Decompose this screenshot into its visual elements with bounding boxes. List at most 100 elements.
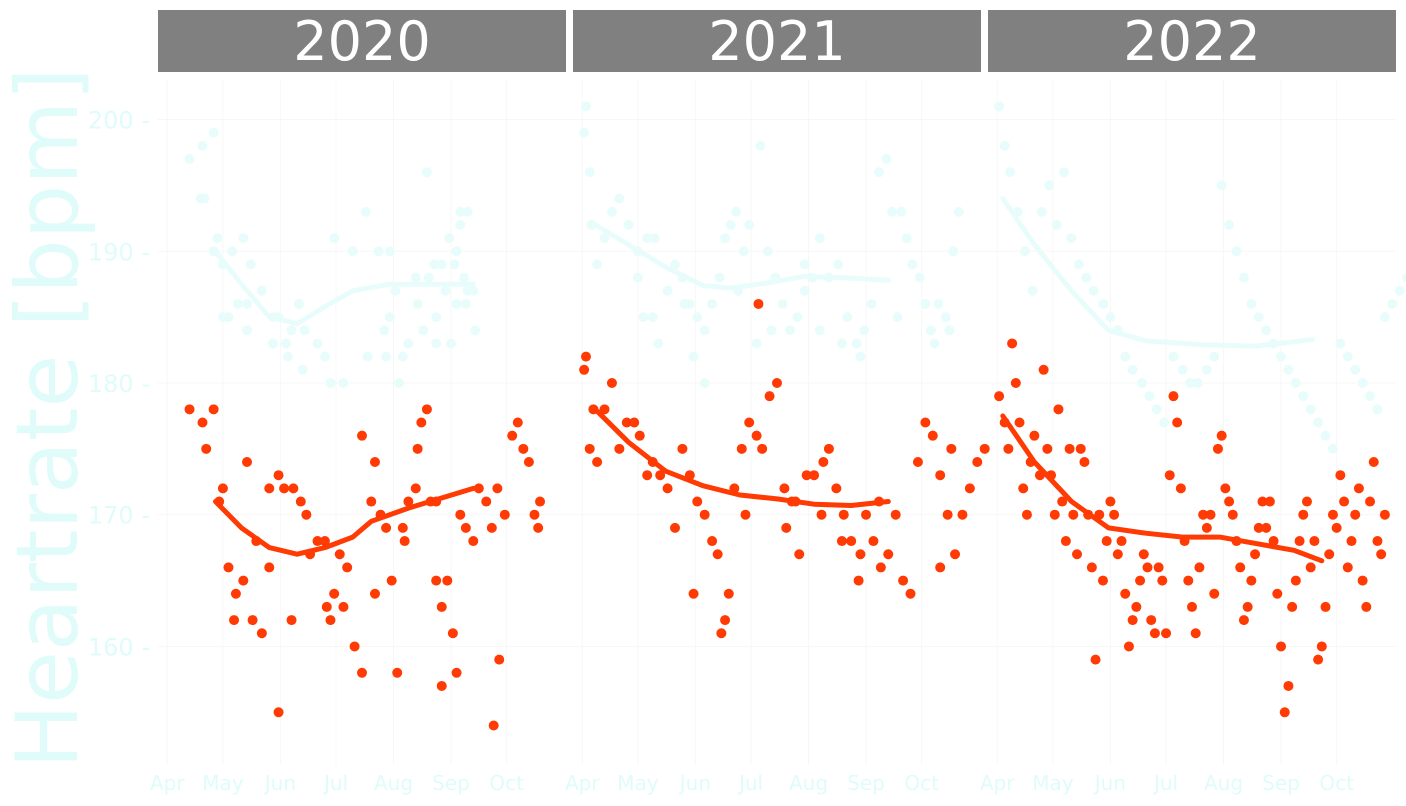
x-tick-label: Jun <box>263 771 296 795</box>
avg-point <box>592 457 603 468</box>
max-point <box>649 233 660 244</box>
avg-point <box>1075 443 1086 454</box>
avg-point <box>492 483 503 494</box>
avg-point <box>1320 601 1331 612</box>
x-tick-label: Jul <box>1152 771 1178 795</box>
avg-point <box>1010 377 1021 388</box>
facet-strip <box>988 10 1396 72</box>
max-point <box>814 233 825 244</box>
max-point <box>444 233 455 244</box>
avg-point <box>1038 364 1049 375</box>
panel-2020: 2020 Apr May Jun Jul Aug Sep Oct <box>150 10 566 795</box>
max-point <box>1192 377 1203 388</box>
x-tick-label: Aug <box>1204 771 1243 795</box>
avg-point <box>1146 615 1157 626</box>
panel-2022: 2022 Apr May Jun Jul Aug Sep Oct <box>980 10 1406 795</box>
max-point <box>238 233 249 244</box>
max-point <box>1231 246 1242 257</box>
x-tick-label: Jul <box>737 771 763 795</box>
avg-point <box>1209 588 1220 599</box>
avg-point <box>1309 536 1320 547</box>
avg-point <box>1201 522 1212 533</box>
avg-point <box>1172 417 1183 428</box>
avg-point <box>831 483 842 494</box>
max-point <box>580 101 591 112</box>
avg-point <box>286 615 297 626</box>
x-tick-label: Apr <box>150 771 185 795</box>
avg-point <box>1127 615 1138 626</box>
max-point <box>384 312 395 323</box>
max-point <box>1120 351 1131 362</box>
max-point <box>1365 391 1376 402</box>
avg-point <box>712 549 723 560</box>
avg-point <box>1294 536 1305 547</box>
avg-point <box>634 430 645 441</box>
max-point <box>744 219 755 230</box>
max-point <box>460 298 471 309</box>
avg-point <box>1205 509 1216 520</box>
avg-point <box>1261 522 1272 533</box>
avg-point <box>1353 483 1364 494</box>
avg-point <box>1157 575 1168 586</box>
x-tick-label: Jun <box>678 771 711 795</box>
max-point <box>1350 364 1361 375</box>
max-point <box>1253 312 1264 323</box>
avg-point <box>473 483 484 494</box>
avg-point <box>1305 562 1316 573</box>
avg-point <box>242 457 253 468</box>
y-tick-label: 200 - <box>88 107 150 135</box>
x-tick-label: Sep <box>847 771 885 795</box>
max-point <box>692 312 703 323</box>
x-tick-label: Sep <box>1262 771 1300 795</box>
avg-point <box>1183 575 1194 586</box>
avg-point <box>1339 496 1350 507</box>
avg-point <box>1135 575 1146 586</box>
x-tick-label: Jul <box>322 771 348 795</box>
max-point <box>940 312 951 323</box>
max-point <box>1224 219 1235 230</box>
max-point <box>1246 298 1257 309</box>
avg-point <box>1120 588 1131 599</box>
max-point <box>1298 391 1309 402</box>
avg-point <box>416 417 427 428</box>
avg-point <box>1335 470 1346 481</box>
max-point <box>731 206 742 217</box>
max-point <box>1276 351 1287 362</box>
max-point <box>362 351 373 362</box>
max-point <box>866 298 877 309</box>
avg-point <box>1079 457 1090 468</box>
avg-point <box>184 404 195 415</box>
max-point <box>766 325 777 336</box>
avg-point <box>1264 496 1275 507</box>
avg-point <box>972 457 983 468</box>
max-point <box>459 272 469 283</box>
avg-point <box>942 509 953 520</box>
max-point <box>670 259 680 270</box>
max-point <box>833 259 844 270</box>
max-point <box>1201 364 1212 375</box>
max-point <box>256 285 267 296</box>
avg-point <box>818 457 829 468</box>
max-point <box>1335 338 1346 349</box>
avg-point <box>1097 575 1108 586</box>
avg-point <box>1324 549 1335 560</box>
max-point <box>792 312 803 323</box>
avg-point <box>1279 707 1290 718</box>
avg-point <box>1187 601 1197 612</box>
avg-point <box>1250 549 1261 560</box>
max-point <box>1379 312 1390 323</box>
avg-point <box>369 588 380 599</box>
avg-point <box>301 509 312 520</box>
avg-point <box>957 509 968 520</box>
x-tick-label: Aug <box>789 771 828 795</box>
max-point <box>379 325 390 336</box>
max-point <box>662 285 673 296</box>
avg-point <box>606 377 617 388</box>
avg-point <box>816 509 827 520</box>
max-point <box>1209 351 1220 362</box>
avg-point <box>1220 483 1231 494</box>
max-point <box>1136 377 1147 388</box>
avg-point <box>1164 470 1175 481</box>
avg-point <box>935 562 946 573</box>
max-point <box>1144 391 1155 402</box>
